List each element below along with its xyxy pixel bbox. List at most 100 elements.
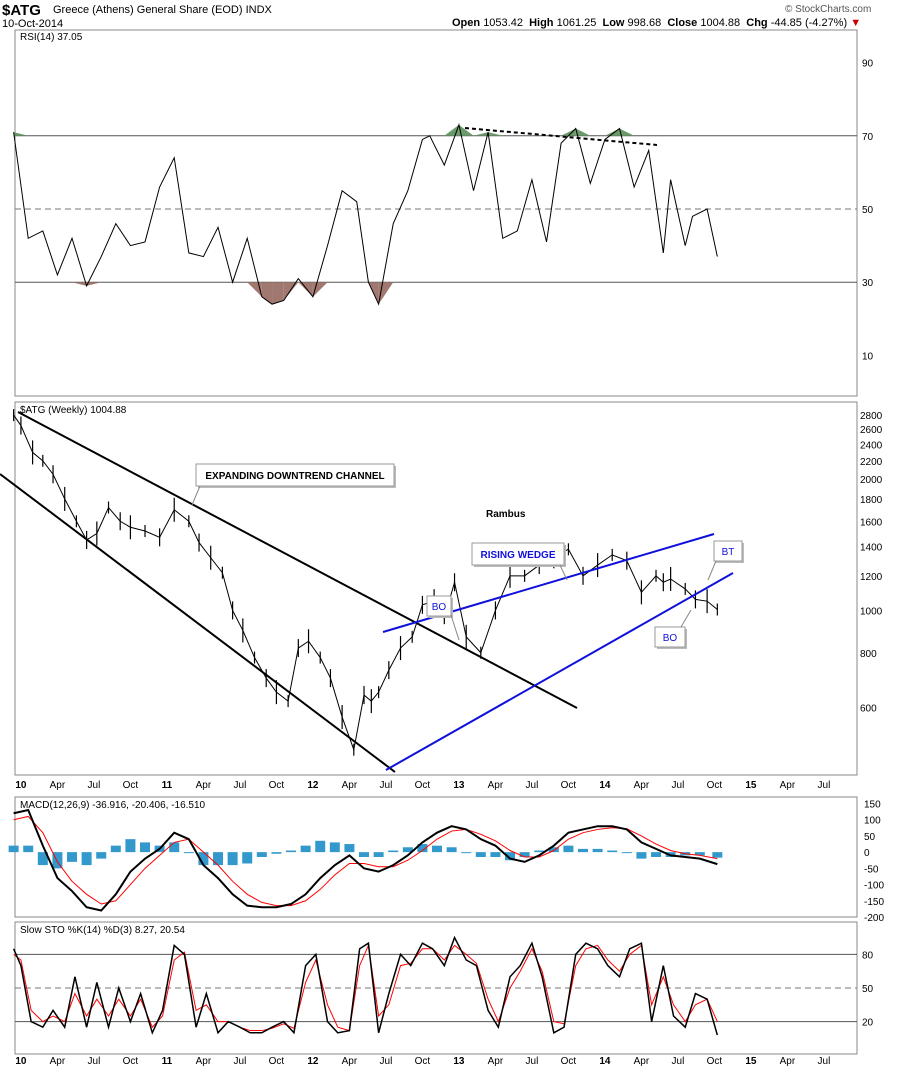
- rsi-tick-label: 50: [862, 205, 874, 216]
- macd-histogram-bar: [242, 852, 253, 864]
- macd-histogram-bar: [227, 852, 238, 866]
- bo-label-2-box: [654, 626, 686, 648]
- macd-histogram-bar: [344, 844, 355, 853]
- price-tick-label: 2400: [860, 440, 883, 451]
- macd-tick-label: -50: [864, 864, 879, 875]
- wedge-lower-line: [385, 572, 734, 771]
- macd-histogram-bar: [651, 852, 662, 857]
- x-axis-label-sto: Oct: [123, 1056, 139, 1067]
- macd-histogram-bar: [140, 842, 151, 853]
- channel-lower-line: [0, 473, 396, 773]
- channel-label-box: [195, 463, 395, 487]
- macd-histogram-bar: [81, 852, 92, 866]
- macd-line: [13, 808, 718, 912]
- macd-histogram-bar: [52, 852, 63, 869]
- macd-histogram-bar: [300, 845, 311, 853]
- panel-frame-0: [14, 29, 858, 397]
- rsi-oversold-fill: [247, 282, 262, 297]
- rsi-tick-label: 70: [862, 132, 874, 143]
- macd-histogram-bar: [388, 850, 399, 853]
- rsi-title: RSI(14) 37.05: [20, 32, 83, 43]
- macd-signal-line: [13, 815, 718, 907]
- x-axis-label-main: Apr: [342, 780, 358, 791]
- channel-label-text: EXPANDING DOWNTREND CHANNEL: [205, 471, 384, 482]
- rsi-overbought-fill: [473, 132, 489, 136]
- x-axis-label-main: Jul: [380, 780, 393, 791]
- x-axis-label-sto: Apr: [488, 1056, 504, 1067]
- rsi-overbought-fill: [561, 128, 576, 136]
- down-arrow-icon: ▼: [850, 17, 862, 29]
- price-line: [13, 414, 718, 752]
- wedge-label-text: RISING WEDGE: [480, 550, 555, 561]
- macd-histogram-bar: [329, 842, 340, 853]
- x-axis-label-main: Jul: [818, 780, 831, 791]
- macd-histogram-bar: [636, 852, 647, 859]
- x-axis-label-sto: Jul: [526, 1056, 539, 1067]
- macd-histogram-bar: [505, 852, 516, 861]
- x-axis-label-main: Apr: [780, 780, 796, 791]
- channel-label-pointer: [191, 485, 201, 506]
- x-axis-label-sto: 15: [745, 1056, 757, 1067]
- price-tick-label: 2000: [860, 475, 883, 486]
- bo-label-1-box: [426, 595, 452, 617]
- macd-histogram-bar: [183, 852, 194, 854]
- macd-histogram-bar: [519, 852, 530, 857]
- x-axis-label-main: Apr: [50, 780, 66, 791]
- x-axis-label-main: Jul: [234, 780, 247, 791]
- rsi-oversold-fill: [298, 282, 313, 297]
- rsi-tick-label: 90: [862, 59, 874, 70]
- x-axis-label-sto: Apr: [780, 1056, 796, 1067]
- macd-histogram-bar: [198, 852, 209, 866]
- x-axis-label-sto: 12: [307, 1056, 319, 1067]
- x-axis-label-sto: Oct: [415, 1056, 431, 1067]
- rsi-oversold-fill: [72, 282, 87, 286]
- rsi-oversold-fill: [261, 282, 273, 305]
- macd-tick-label: 100: [864, 816, 881, 827]
- x-axis-label-sto: 13: [453, 1056, 465, 1067]
- wedge-label-pointer: [559, 564, 568, 581]
- macd-histogram-bar: [621, 852, 632, 854]
- macd-histogram-bar: [446, 847, 457, 853]
- price-tick-label: 1600: [860, 517, 883, 528]
- rsi-overbought-fill: [13, 132, 29, 136]
- macd-histogram-bar: [373, 852, 384, 857]
- sto-d-line: [13, 943, 718, 1032]
- macd-histogram-bar: [125, 839, 136, 853]
- x-axis-label-main: Oct: [123, 780, 139, 791]
- x-axis-label-sto: Jul: [672, 1056, 685, 1067]
- x-axis-label-sto: Apr: [196, 1056, 212, 1067]
- rsi-overbought-fill: [619, 128, 635, 136]
- x-axis-label-main: 15: [745, 780, 757, 791]
- x-axis-label-sto: Jul: [88, 1056, 101, 1067]
- channel-upper-line: [17, 411, 578, 709]
- x-axis-label-main: Oct: [269, 780, 285, 791]
- macd-histogram-bar: [578, 848, 589, 853]
- price-tick-label: 1200: [860, 572, 883, 583]
- macd-histogram-bar: [96, 852, 107, 859]
- sto-tick-label: 50: [862, 984, 874, 995]
- bo-label-2-text: BO: [663, 633, 678, 644]
- x-axis-label-main: Apr: [196, 780, 212, 791]
- rsi-overbought-fill: [575, 128, 591, 136]
- bo-label-2-pointer: [680, 609, 692, 628]
- price-tick-label: 2600: [860, 425, 883, 436]
- x-axis-label-sto: 10: [15, 1056, 27, 1067]
- macd-tick-label: -150: [864, 897, 884, 908]
- price-tick-label: 2800: [860, 411, 883, 422]
- x-axis-label-main: 11: [162, 780, 173, 791]
- sto-title: Slow STO %K(14) %D(3) 8.27, 20.54: [20, 925, 185, 936]
- sto-tick-label: 80: [862, 950, 874, 961]
- x-axis-label-main: 10: [15, 780, 27, 791]
- rsi-line: [13, 123, 718, 306]
- x-axis-label-main: Jul: [526, 780, 539, 791]
- symbol: $ATG: [2, 2, 41, 19]
- macd-histogram-bar: [67, 852, 78, 862]
- price-tick-label: 1800: [860, 495, 883, 506]
- macd-tick-label: 50: [864, 832, 876, 843]
- rsi-oversold-fill: [378, 282, 394, 305]
- macd-histogram-bar: [37, 852, 48, 866]
- x-axis-label-main: Jul: [672, 780, 685, 791]
- macd-histogram-bar: [402, 847, 413, 853]
- bo-label-1-pointer: [450, 614, 460, 641]
- rsi-overbought-fill: [604, 128, 620, 136]
